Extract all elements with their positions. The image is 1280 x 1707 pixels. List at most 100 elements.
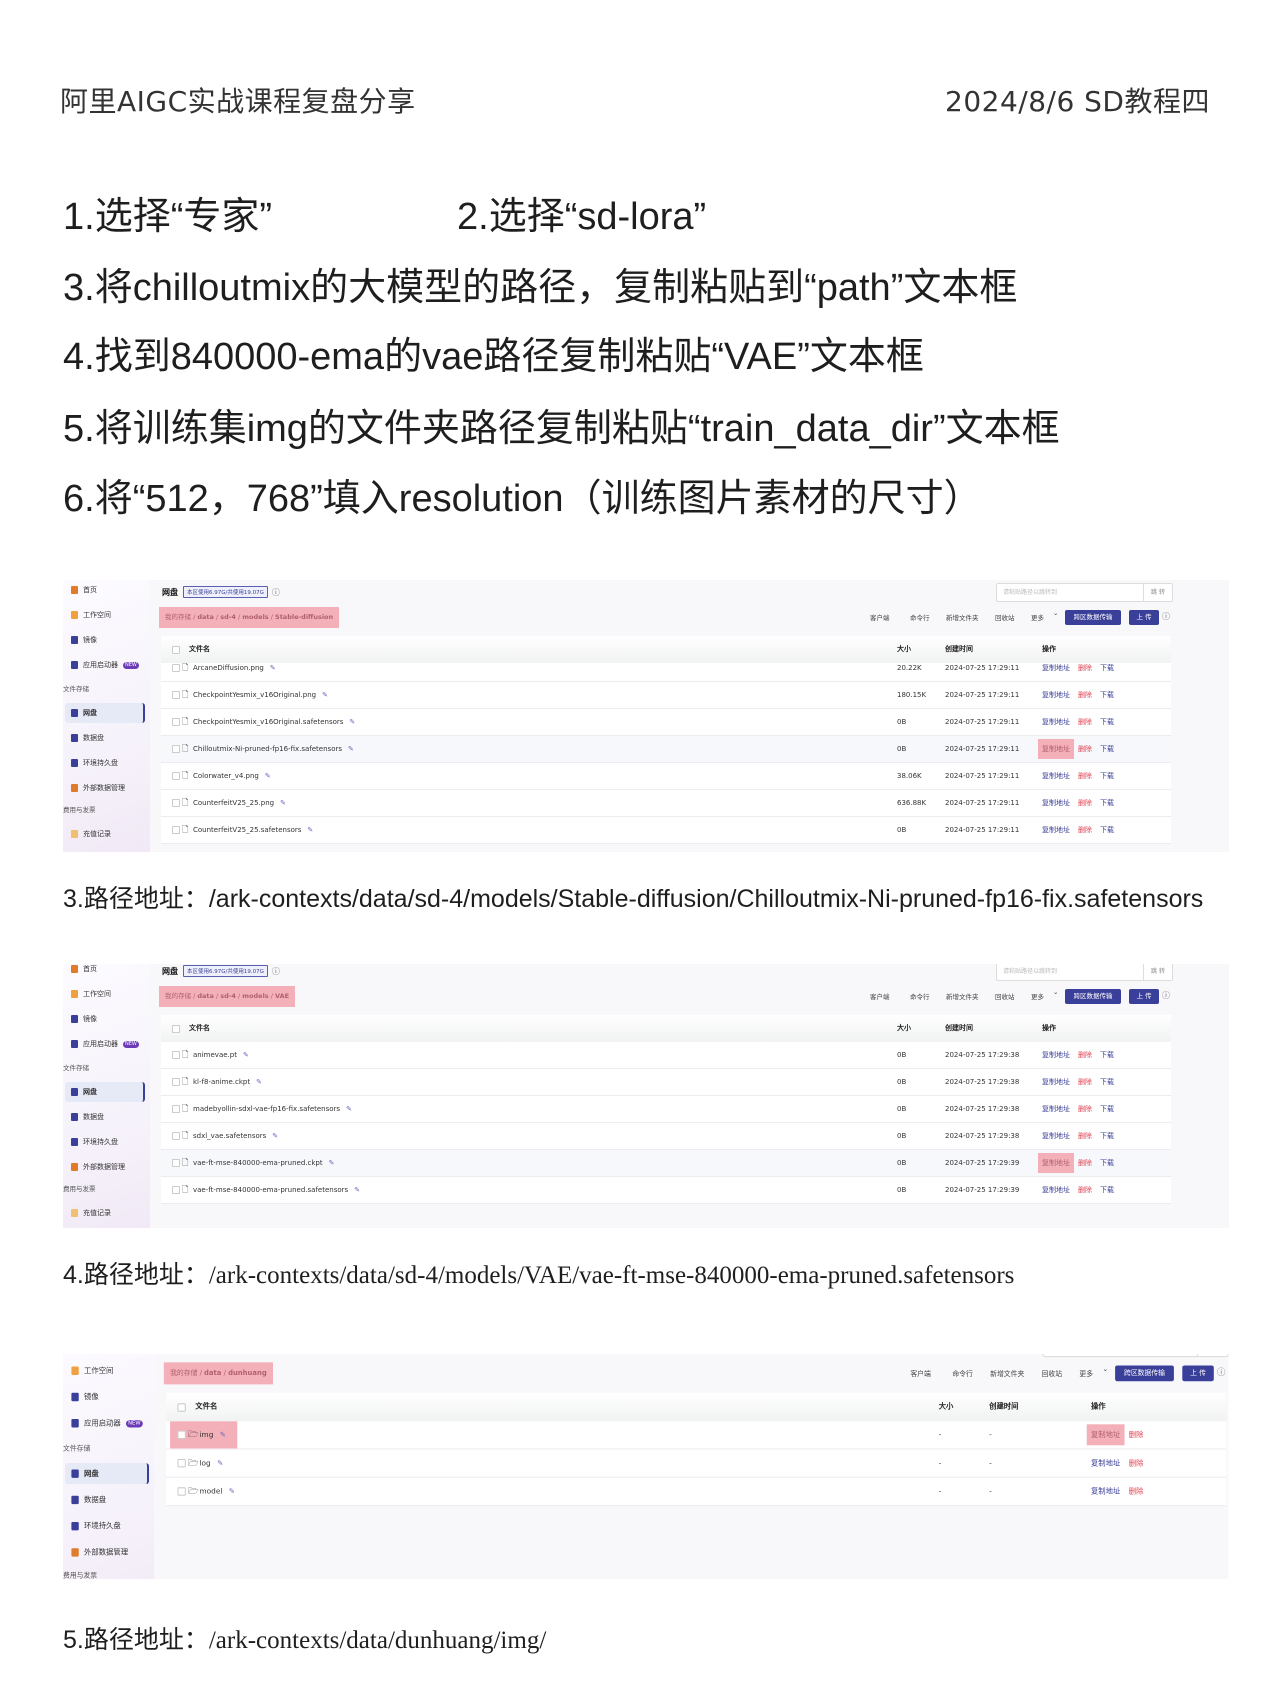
chevron-down-icon[interactable]: ⌄ (1102, 1364, 1109, 1373)
copy-address-link[interactable]: 复制地址 (1042, 691, 1070, 699)
upload-button[interactable]: 上 传 (1129, 989, 1159, 1004)
copy-address-link[interactable]: 复制地址 (1042, 1105, 1070, 1113)
sidebar-item-6[interactable]: 数据盘 (71, 731, 104, 745)
toolbar-0[interactable]: 客户端 (870, 614, 890, 622)
select-all-checkbox[interactable] (172, 646, 180, 654)
toolbar-3[interactable]: 回收站 (995, 993, 1015, 1001)
breadcrumb-item[interactable]: Stable-diffusion (275, 613, 334, 621)
breadcrumb-item[interactable]: models (242, 613, 269, 621)
delete-link[interactable]: 删除 (1078, 826, 1092, 834)
copy-address-link[interactable]: 复制地址 (1042, 1186, 1070, 1194)
copy-address-link[interactable]: 复制地址 (1042, 1051, 1070, 1059)
rename-pencil-icon[interactable]: ✎ (264, 772, 271, 780)
file-name[interactable]: vae-ft-mse-840000-ema-pruned.ckpt (193, 1159, 323, 1167)
download-link[interactable]: 下载 (1100, 1132, 1114, 1140)
download-link[interactable]: 下载 (1100, 1078, 1114, 1086)
toolbar-3[interactable]: 回收站 (1041, 1369, 1063, 1379)
download-link[interactable]: 下载 (1100, 799, 1114, 807)
upload-button[interactable]: 上 传 (1182, 1365, 1214, 1382)
file-name[interactable]: Chilloutmix-Ni-pruned-fp16-fix.safetenso… (193, 745, 342, 753)
table-row[interactable]: 🗋 Colorwater_v4.png ✎ 38.06K 2024-07-25 17:2… (161, 763, 1171, 790)
sidebar-item-5[interactable]: 网盘 (71, 1085, 97, 1099)
row-checkbox[interactable] (172, 1132, 180, 1140)
row-checkbox[interactable] (172, 664, 180, 672)
file-name[interactable]: log (199, 1458, 211, 1468)
delete-link[interactable]: 删除 (1078, 1186, 1092, 1194)
table-row[interactable]: 🗋 vae-ft-mse-840000-ema-pruned.ckpt ✎ 0B 202… (161, 1150, 1171, 1177)
breadcrumb-item[interactable]: 我的存储 (165, 613, 191, 621)
sidebar-item-6[interactable]: 数据盘 (71, 1110, 104, 1124)
rename-pencil-icon[interactable]: ✎ (307, 826, 314, 834)
help-icon[interactable]: ⓘ (1162, 991, 1170, 1000)
download-link[interactable]: 下载 (1100, 718, 1114, 726)
help-icon[interactable]: ⓘ (271, 587, 280, 597)
toolbar-4[interactable]: 更多 (1079, 1369, 1094, 1379)
rename-pencil-icon[interactable]: ✎ (354, 1186, 361, 1194)
select-all-checkbox[interactable] (177, 1403, 186, 1412)
upload-button[interactable]: 上 传 (1129, 610, 1159, 625)
sidebar-item-7[interactable]: 环境持久盘 (71, 1135, 118, 1149)
breadcrumb-item[interactable]: sd-4 (220, 992, 236, 1000)
delete-link[interactable]: 删除 (1078, 718, 1092, 726)
toolbar-3[interactable]: 回收站 (995, 614, 1015, 622)
chevron-down-icon[interactable]: ⌄ (1053, 988, 1059, 996)
file-name[interactable]: animevae.pt (193, 1051, 237, 1059)
toolbar-1[interactable]: 命令行 (910, 993, 930, 1001)
copy-address-link[interactable]: 复制地址 (1090, 1458, 1121, 1468)
sidebar-item-8[interactable]: 外部数据管理 (71, 1160, 125, 1174)
delete-link[interactable]: 删除 (1128, 1487, 1144, 1496)
copy-address-link[interactable]: 复制地址 (1038, 1153, 1074, 1173)
delete-link[interactable]: 删除 (1128, 1458, 1144, 1468)
toolbar-2[interactable]: 新增文件夹 (946, 993, 979, 1001)
rename-pencil-icon[interactable]: ✎ (322, 691, 328, 699)
row-checkbox[interactable] (177, 1458, 186, 1468)
sidebar-item-1[interactable]: 工作空间 (71, 608, 111, 622)
breadcrumb-item[interactable]: 我的存储 (165, 992, 191, 1000)
download-link[interactable]: 下载 (1100, 1186, 1114, 1194)
rename-pencil-icon[interactable]: ✎ (228, 1487, 235, 1496)
sidebar-item-8[interactable]: 外部数据管理 (71, 781, 125, 795)
jump-button[interactable]: 跳 转 (1143, 964, 1172, 980)
rename-pencil-icon[interactable]: ✎ (280, 799, 286, 807)
rename-pencil-icon[interactable]: ✎ (242, 1051, 249, 1059)
sidebar-item-7[interactable]: 环境持久盘 (71, 756, 118, 770)
toolbar-0[interactable]: 客户端 (870, 993, 890, 1001)
breadcrumb-item[interactable]: sd-4 (220, 613, 236, 621)
sidebar-item-10[interactable]: 充值记录 (71, 1206, 111, 1220)
copy-address-link[interactable]: 复制地址 (1038, 739, 1074, 759)
copy-address-link[interactable]: 复制地址 (1042, 664, 1070, 672)
rename-pencil-icon[interactable]: ✎ (348, 745, 354, 753)
row-checkbox[interactable] (172, 826, 180, 834)
download-link[interactable]: 下载 (1100, 1051, 1114, 1059)
delete-link[interactable]: 删除 (1078, 1078, 1092, 1086)
delete-link[interactable]: 删除 (1078, 745, 1092, 753)
sidebar-item-2[interactable]: 镜像 (71, 633, 97, 647)
delete-link[interactable]: 删除 (1078, 772, 1092, 780)
toolbar-1[interactable]: 命令行 (952, 1369, 973, 1379)
table-row[interactable]: 🗋 animevae.pt ✎ 0B 2024-07-25 17:29:38 复制地址 删除… (161, 1042, 1171, 1069)
sidebar-item-7[interactable]: 环境持久盘 (71, 1519, 121, 1534)
table-row[interactable]: 🗋 sdxl_vae.safetensors ✎ 0B 2024-07-25 17:29… (161, 1123, 1171, 1150)
sidebar-item-2[interactable]: 镜像 (71, 1390, 99, 1405)
table-row[interactable]: 🗋 Chilloutmix-Ni-pruned-fp16-fix.safetens… (161, 736, 1171, 763)
sidebar-item-5[interactable]: 网盘 (71, 706, 97, 720)
table-row[interactable]: 🗁 model ✎ - - 复制地址 删除 (165, 1477, 1227, 1507)
delete-link[interactable]: 删除 (1128, 1430, 1144, 1439)
row-checkbox[interactable] (177, 1430, 186, 1439)
breadcrumb-item[interactable]: data (197, 992, 214, 1000)
cross-region-transfer-button[interactable]: 跨区数据传输 (1065, 610, 1121, 625)
table-row[interactable]: 🗋 vae-ft-mse-840000-ema-pruned.safetensor… (161, 1177, 1171, 1204)
copy-address-link[interactable]: 复制地址 (1042, 1132, 1070, 1140)
row-checkbox[interactable] (172, 1159, 180, 1167)
breadcrumb-item[interactable]: dunhuang (228, 1368, 267, 1378)
jump-button[interactable]: 跳 转 (1143, 584, 1172, 601)
rename-pencil-icon[interactable]: ✎ (256, 1078, 262, 1086)
delete-link[interactable]: 删除 (1078, 1105, 1092, 1113)
copy-address-link[interactable]: 复制地址 (1090, 1487, 1121, 1496)
rename-pencil-icon[interactable]: ✎ (269, 664, 276, 672)
file-name[interactable]: model (199, 1487, 223, 1496)
delete-link[interactable]: 删除 (1078, 1132, 1092, 1140)
row-checkbox[interactable] (177, 1487, 186, 1496)
file-name[interactable]: CounterfeitV25_25.png (193, 799, 275, 807)
toolbar-4[interactable]: 更多 (1031, 614, 1044, 622)
